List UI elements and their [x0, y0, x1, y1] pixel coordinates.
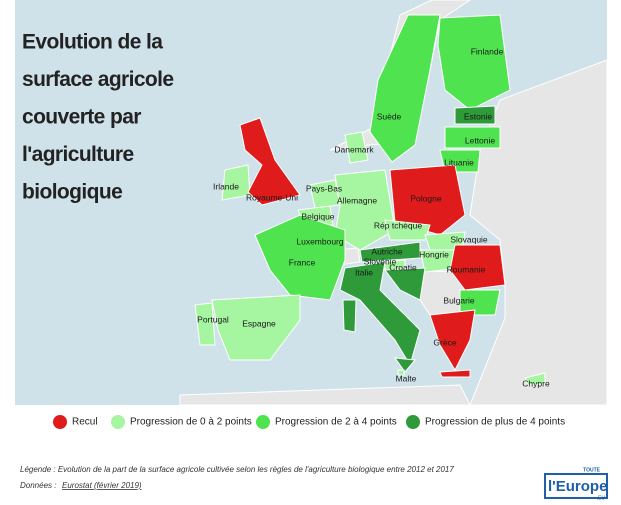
country-label: Bulgarie [443, 295, 474, 305]
country-label: Allemagne [337, 195, 377, 205]
footer-source-link[interactable]: Eurostat (février 2019) [62, 481, 142, 490]
country-label: Espagne [242, 318, 276, 328]
country-shape [369, 14, 441, 163]
country-shape [429, 309, 476, 372]
country-label: Pays-Bas [306, 183, 342, 193]
country-label: Chypre [522, 378, 550, 388]
title-line: couverte par [22, 106, 141, 129]
logo-top: TOUTE [583, 467, 601, 473]
country-shape [524, 372, 546, 386]
country-shape [454, 105, 496, 125]
legend-label: Progression de 2 à 4 points [275, 417, 397, 428]
country-shape [342, 299, 357, 333]
country-label: Finlande [471, 46, 504, 56]
country-label: Croatie [389, 262, 417, 272]
country-shape [397, 369, 405, 376]
country-label: Royaume-Uni [246, 192, 298, 202]
country-label: Malte [396, 373, 417, 383]
country-label: Luxembourg [296, 236, 344, 246]
country-shape [459, 289, 501, 316]
legend-swatch [406, 415, 420, 429]
country-shape [211, 294, 301, 361]
country-shape [359, 241, 421, 263]
title-line: biologique [22, 181, 122, 204]
country-shape [194, 302, 216, 346]
logo-suffix: .EU [597, 495, 606, 501]
legend-label: Progression de plus de 4 points [425, 417, 565, 428]
country-label: Danemark [334, 144, 374, 154]
logo-main: l'Europe [548, 478, 607, 495]
country-shape [239, 117, 301, 206]
country-shape [384, 267, 426, 301]
logo-box [544, 473, 608, 499]
legend-swatch [111, 415, 125, 429]
legend-label: Progression de 0 à 2 points [130, 417, 252, 428]
country-label: Slovaquie [450, 234, 488, 244]
title-line: Evolution de la [22, 31, 163, 54]
country-label: Suède [377, 111, 402, 121]
country-label: Roumanie [447, 264, 486, 274]
country-label: Pologne [410, 193, 441, 203]
footer-source-prefix: Données : [20, 481, 56, 490]
title-line: l'agriculture [22, 143, 134, 166]
country-label: Lettonie [465, 135, 496, 145]
country-label: Lituanie [444, 157, 474, 167]
country-label: France [289, 257, 316, 267]
country-shape [449, 244, 506, 291]
legend-label: Recul [72, 417, 98, 428]
country-shape [393, 357, 416, 373]
country-label: Rép tchèque [374, 220, 422, 230]
africa [179, 384, 471, 406]
country-shape [344, 131, 369, 164]
country-label: Hongrie [419, 249, 449, 259]
country-label: Portugal [197, 314, 229, 324]
country-shape [444, 126, 501, 149]
country-shape [389, 164, 466, 236]
country-label: Autriche [371, 246, 402, 256]
footer-note: Légende : Evolution de la part de la sur… [20, 465, 454, 474]
country-shape [254, 214, 346, 301]
country-label: Slovénie [364, 256, 397, 266]
country-shape [384, 219, 431, 241]
country-label: Belgique [301, 211, 334, 221]
country-label: Italie [355, 267, 373, 277]
country-label: Grèce [433, 337, 456, 347]
east-land [469, 59, 608, 406]
country-shape [221, 164, 251, 201]
country-shape [439, 369, 471, 378]
legend-swatch [256, 415, 270, 429]
title-line: surface agricole [22, 68, 173, 91]
country-label: Irlande [213, 181, 239, 191]
country-label: Estonie [464, 111, 493, 121]
legend-swatch [53, 415, 67, 429]
